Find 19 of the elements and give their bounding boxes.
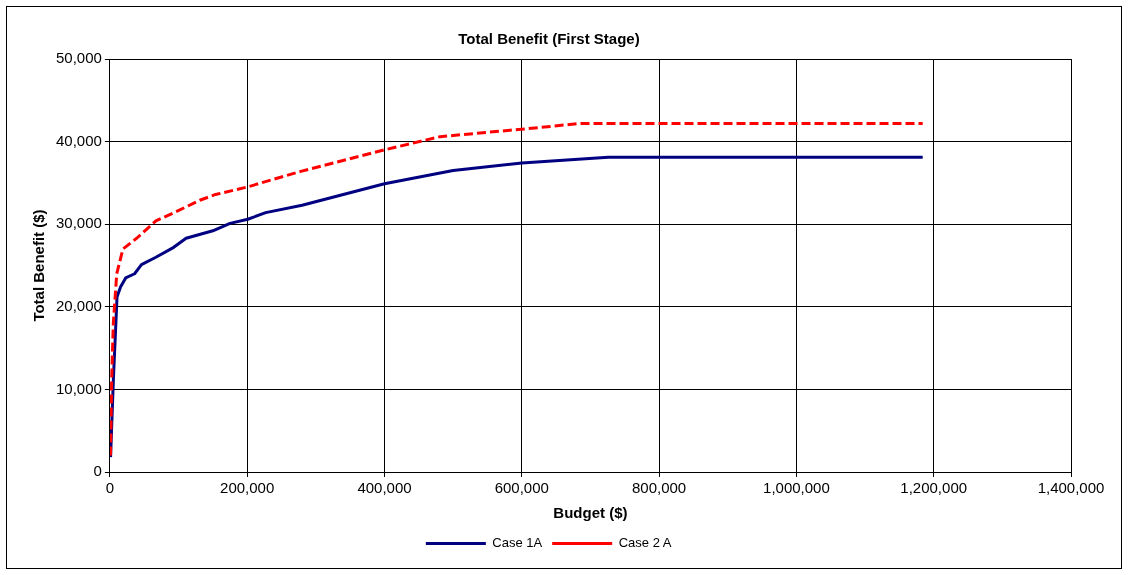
x-tick-label: 1,000,000 xyxy=(763,479,830,497)
x-tick-label: 800,000 xyxy=(631,479,687,497)
chart-title: Total Benefit (First Stage) xyxy=(458,30,640,48)
y-tick-label: 0 xyxy=(93,462,102,480)
y-tick-label: 30,000 xyxy=(55,214,102,232)
y-tick-label: 50,000 xyxy=(55,49,102,67)
legend-label: Case 2 A xyxy=(618,535,672,551)
x-axis-title: Budget ($) xyxy=(553,504,628,522)
x-tick-label: 600,000 xyxy=(494,479,549,497)
y-tick-label: 40,000 xyxy=(55,131,102,149)
x-tick-label: 400,000 xyxy=(357,479,412,497)
legend-label: Case 1A xyxy=(492,535,543,551)
y-tick-label: 20,000 xyxy=(55,296,102,314)
x-tick-label: 1,200,000 xyxy=(900,479,968,497)
y-axis-title: Total Benefit ($) xyxy=(30,209,48,322)
x-tick-label: 200,000 xyxy=(220,479,275,497)
x-tick-label: 0 xyxy=(105,479,115,497)
y-tick-label: 10,000 xyxy=(55,379,102,397)
x-tick-label: 1,400,000 xyxy=(1037,479,1105,497)
